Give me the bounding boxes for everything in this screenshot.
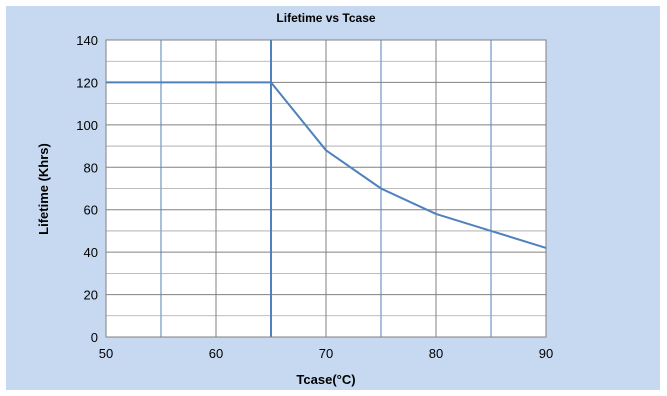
x-axis-label: Tcase(°C)	[296, 372, 355, 387]
lifetime-chart: Lifetime vs Tcase 50 60 70 80 90 0 20 40 60 80 100…	[36, 11, 553, 387]
x-tick-label: 90	[539, 346, 553, 361]
y-tick-label: 120	[76, 75, 98, 90]
chart-frame: Lifetime vs Tcase 50 60 70 80 90 0 20 40 60 80 100…	[6, 6, 660, 390]
x-tick-label: 80	[429, 346, 443, 361]
y-tick-label: 20	[84, 288, 98, 303]
y-tick-label: 80	[84, 160, 98, 175]
x-tick-label: 50	[99, 346, 113, 361]
chart-title: Lifetime vs Tcase	[276, 11, 375, 25]
y-tick-label: 60	[84, 203, 98, 218]
y-tick-label: 100	[76, 118, 98, 133]
y-axis-label: Lifetime (Khrs)	[36, 143, 51, 235]
y-tick-label: 40	[84, 245, 98, 260]
x-tick-label: 70	[319, 346, 333, 361]
y-tick-label: 140	[76, 33, 98, 48]
x-tick-label: 60	[209, 346, 223, 361]
y-tick-label: 0	[91, 330, 98, 345]
